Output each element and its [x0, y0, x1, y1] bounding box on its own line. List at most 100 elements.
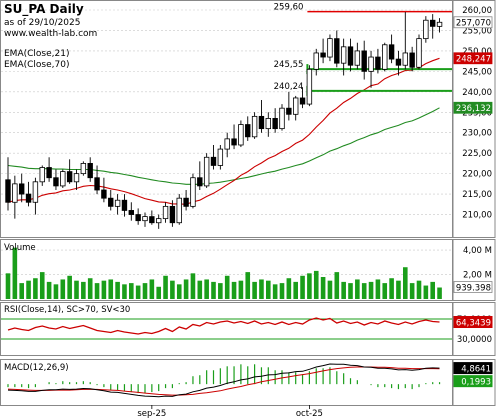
- volume-grid: [1, 249, 452, 275]
- ema70-line: [7, 107, 440, 185]
- volume-bar: [5, 273, 11, 299]
- as-of-date: as of 29/10/2025: [4, 18, 80, 28]
- candle-body: [436, 21, 443, 27]
- badge-value: 257,070: [456, 19, 491, 29]
- volume-bar: [403, 267, 408, 299]
- badge-value: 236,132: [456, 104, 491, 114]
- price-tick-label: 225,00: [462, 149, 492, 159]
- candle-body: [402, 52, 408, 66]
- candle-body: [46, 167, 52, 179]
- price-panel-frame: [0, 0, 453, 238]
- volume-bar: [129, 283, 134, 299]
- price-value-badges: 257,070 248,247 236,132: [453, 16, 493, 114]
- level-label: 240,24: [274, 82, 304, 92]
- candle-body: [108, 197, 114, 207]
- candle-body: [169, 205, 176, 224]
- volume-bar: [204, 279, 209, 299]
- candle-body: [251, 115, 258, 138]
- volume-bar: [430, 281, 435, 299]
- volume-bar: [355, 279, 360, 299]
- volume-bar: [279, 283, 285, 299]
- candle-body: [121, 199, 128, 211]
- candle-body: [327, 38, 333, 58]
- x-tick-label: oct-25: [296, 409, 323, 419]
- level-label: 259,60: [274, 3, 304, 13]
- candle-body: [224, 138, 230, 150]
- candle-body: [292, 97, 299, 115]
- rsi-tick-label: 30,0000: [457, 335, 492, 345]
- volume-bar: [197, 280, 203, 299]
- candle-body: [149, 216, 155, 224]
- candle-body: [80, 163, 87, 175]
- macd-badge: [453, 362, 493, 375]
- rsi-axis-strip: [452, 302, 496, 356]
- candle-body: [5, 179, 11, 203]
- candle-body: [245, 124, 251, 138]
- candle-body: [361, 50, 367, 72]
- volume-bar: [39, 272, 45, 299]
- level-label: 245,55: [274, 60, 304, 70]
- volume-bar: [423, 285, 429, 299]
- volume-bar: [12, 247, 18, 299]
- candle-body: [265, 118, 271, 130]
- volume-bar: [19, 283, 24, 299]
- x-tick-label: sep-25: [137, 409, 166, 419]
- candle-body: [368, 56, 374, 72]
- candle-body: [66, 171, 73, 183]
- volume-bar: [33, 278, 38, 299]
- price-tick-label: 260,00: [462, 6, 492, 16]
- volume-bar: [334, 272, 340, 299]
- volume-bar: [272, 284, 278, 299]
- ema21-badge: [453, 52, 493, 65]
- website-label: www.wealth-lab.com: [4, 29, 97, 39]
- price-tick-label: 220,00: [462, 170, 492, 180]
- candle-body: [286, 107, 292, 115]
- candle-body: [53, 177, 59, 187]
- price-grid: [1, 9, 452, 215]
- volume-bar: [437, 287, 442, 299]
- candle-body: [101, 189, 107, 199]
- macd-panel: MACD(12,26,9) 4,8641 0,1993: [4, 362, 493, 398]
- volume-axis: 2,00 M 4,00 M Volume 939.398: [4, 243, 493, 294]
- ema70-label: EMA(Close,70): [4, 60, 69, 70]
- price-tick-label: 250,00: [462, 47, 492, 57]
- candle-body: [272, 118, 278, 130]
- candle-body: [190, 177, 196, 207]
- volume-bar: [375, 279, 381, 299]
- volume-bar: [224, 275, 230, 299]
- volume-tick-label: 2,00 M: [463, 271, 492, 281]
- candle-body: [320, 52, 326, 58]
- volume-bar: [218, 283, 223, 299]
- candle-body: [299, 97, 306, 105]
- volume-bar: [300, 275, 305, 299]
- volume-bar: [53, 284, 59, 299]
- volume-bar: [252, 281, 257, 299]
- histogram-badge: [453, 375, 493, 388]
- candle-body: [231, 138, 237, 146]
- volume-bar: [74, 280, 79, 299]
- candle-body: [388, 44, 395, 60]
- badge-value: 248,247: [456, 55, 491, 65]
- volume-bar: [67, 275, 72, 299]
- volume-bar: [170, 280, 175, 299]
- candle-body: [197, 177, 203, 187]
- ema21-label: EMA(Close,21): [4, 49, 69, 59]
- volume-bar: [156, 286, 161, 299]
- candle-body: [32, 181, 39, 203]
- volume-bar: [108, 279, 114, 299]
- close-badge: [453, 16, 493, 29]
- candle-body: [25, 193, 32, 203]
- candle-body: [73, 173, 80, 183]
- candle-body: [183, 197, 189, 207]
- volume-bar: [163, 275, 168, 299]
- rsi-panel-frame: [0, 302, 453, 356]
- candle-body: [39, 167, 45, 183]
- price-axis-strip: [452, 0, 496, 238]
- volume-bar: [293, 281, 298, 299]
- volume-bar: [142, 283, 148, 299]
- volume-bar: [94, 283, 100, 299]
- volume-bar: [183, 279, 189, 299]
- rsi-badge: [453, 316, 493, 328]
